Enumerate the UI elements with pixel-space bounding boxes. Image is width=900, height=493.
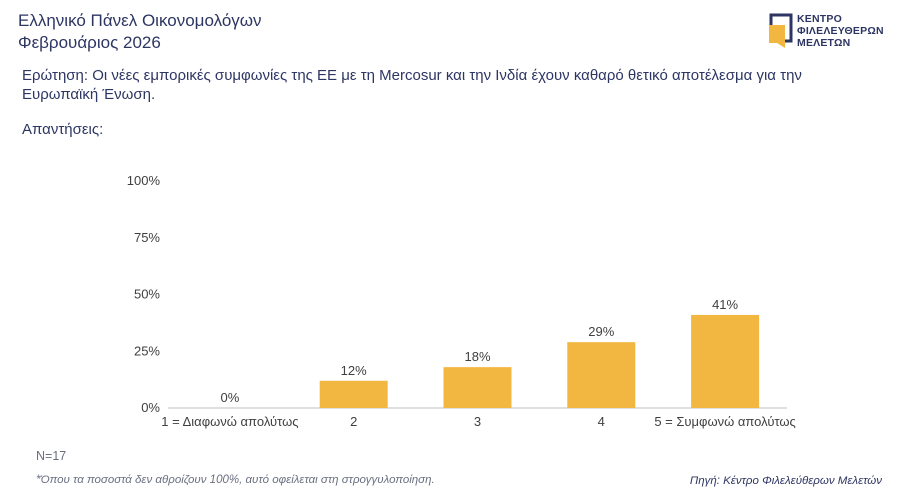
sample-size: N=17: [36, 449, 67, 463]
bar: [319, 380, 388, 408]
data-label: 29%: [588, 324, 614, 339]
category-label: 4: [598, 414, 605, 429]
logo-line-2: ΦΙΛΕΛΕΥΘΕΡΩΝ: [797, 25, 884, 37]
y-tick-label: 100%: [127, 173, 161, 188]
category-label: 1 = Διαφωνώ απολύτως: [161, 414, 298, 429]
bar: [691, 314, 760, 408]
header-title: Ελληνικό Πάνελ Οικονομολόγων Φεβρουάριος…: [18, 10, 262, 54]
y-tick-label: 50%: [134, 287, 160, 302]
panel-date: Φεβρουάριος 2026: [18, 33, 161, 52]
data-label: 12%: [341, 363, 367, 378]
category-label: 5 = Συμφωνώ απολύτως: [654, 414, 795, 429]
logo-mark-icon: [769, 13, 793, 48]
data-label: 0%: [221, 390, 240, 405]
bar-chart: 0%25%50%75%100%0%1 = Διαφωνώ απολύτως12%…: [127, 173, 796, 429]
logo-text: ΚΕΝΤΡΟ ΦΙΛΕΛΕΥΘΕΡΩΝ ΜΕΛΕΤΩΝ: [797, 13, 884, 49]
y-tick-label: 25%: [134, 343, 160, 358]
source-note: Πηγή: Κέντρο Φιλελεύθερων Μελετών: [689, 475, 882, 487]
bar: [443, 367, 512, 408]
rounding-footnote: *Όπου τα ποσοστά δεν αθροίζουν 100%, αυτ…: [36, 474, 435, 486]
logo-line-1: ΚΕΝΤΡΟ: [797, 13, 842, 25]
panel-title: Ελληνικό Πάνελ Οικονομολόγων: [18, 11, 262, 30]
data-label: 18%: [464, 349, 490, 364]
answers-label: Απαντήσεις:: [22, 121, 104, 138]
bar: [567, 342, 636, 408]
category-label: 3: [474, 414, 481, 429]
category-label: 2: [350, 414, 357, 429]
logo-line-3: ΜΕΛΕΤΩΝ: [797, 37, 851, 49]
data-label: 41%: [712, 297, 738, 312]
y-tick-label: 75%: [134, 230, 160, 245]
survey-question: Ερώτηση: Οι νέες εμπορικές συμφωνίες της…: [22, 67, 802, 103]
y-tick-label: 0%: [141, 400, 160, 415]
kefim-logo: ΚΕΝΤΡΟ ΦΙΛΕΛΕΥΘΕΡΩΝ ΜΕΛΕΤΩΝ: [769, 13, 893, 53]
